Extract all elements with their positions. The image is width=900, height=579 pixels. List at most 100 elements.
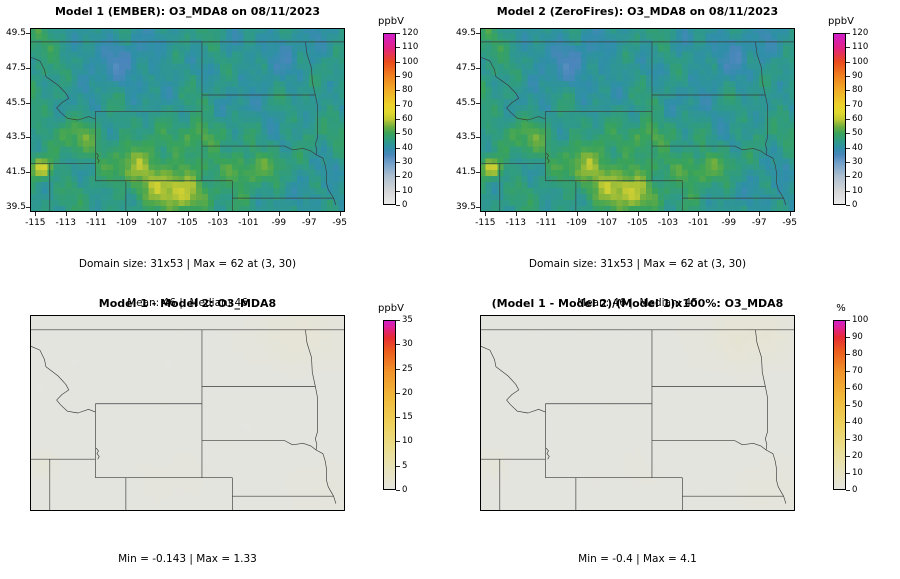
- panel-caption: Min = -0.4 | Max = 4.1 Mean: 0.6 | Media…: [465, 527, 810, 579]
- x-tick-label: -109: [116, 218, 137, 228]
- panel-model1-ember: Model 1 (EMBER): O3_MDA8 on 08/11/2023 p…: [0, 0, 450, 309]
- x-axis-tick: [278, 212, 280, 216]
- colorbar-tick: [396, 320, 400, 321]
- colorbar-model2: [833, 33, 846, 205]
- x-tick-label: -99: [271, 218, 287, 228]
- x-tick-label: -105: [627, 218, 648, 228]
- colorbar-tick-label: 40: [402, 142, 413, 153]
- colorbar-tick: [396, 76, 400, 77]
- x-axis-tick: [667, 212, 669, 216]
- x-axis-tick: [157, 212, 159, 216]
- x-axis-tick: [217, 212, 219, 216]
- y-tick-label: 45.5: [5, 97, 26, 108]
- x-axis-tick: [515, 212, 517, 216]
- colorbar-tick-label: 30: [402, 157, 413, 167]
- caption-line1: Domain size: 31x53 | Max = 62 at (3, 30): [528, 258, 747, 270]
- colorbar-tick-label: 10: [402, 436, 413, 447]
- colorbar-tick: [846, 104, 850, 106]
- y-axis-tick: [26, 137, 30, 139]
- colorbar-tick: [846, 473, 850, 474]
- x-tick-label: -95: [782, 218, 798, 228]
- colorbar-tick-label: 50: [852, 128, 863, 139]
- x-tick-label: -103: [207, 218, 229, 228]
- panel-title: Model 1 (EMBER): O3_MDA8 on 08/11/2023: [54, 5, 321, 18]
- x-axis-tick: [126, 212, 128, 216]
- colorbar-tick-label: 50: [402, 128, 413, 139]
- caption-line2: Mean: 46 | Median: 45: [577, 297, 698, 309]
- x-axis-tick: [309, 212, 311, 216]
- colorbar-tick-label: 30: [402, 339, 413, 350]
- x-tick-label: -109: [566, 218, 587, 228]
- y-tick-label: 47.5: [455, 62, 476, 73]
- colorbar-tick: [846, 190, 850, 192]
- colorbar-tick: [396, 190, 400, 192]
- colorbar-tick-label: 0: [852, 485, 858, 495]
- panel-caption: Domain size: 31x53 | Max = 62 at (3, 30)…: [465, 232, 810, 336]
- colorbar-tick-label: 15: [402, 412, 413, 423]
- colorbar-tick: [396, 368, 400, 370]
- colorbar-tick: [846, 76, 850, 77]
- panel-percent-difference: (Model 1 - Model 2)/(Model 1)x100%: O3_M…: [450, 289, 900, 579]
- y-tick-label: 49.5: [455, 28, 476, 39]
- colorbar-tick-label: 10: [852, 468, 863, 478]
- colorbar-model1: [383, 33, 396, 205]
- colorbar-tick-label: 10: [402, 185, 413, 196]
- x-axis-tick: [637, 212, 639, 216]
- colorbar-unit-label: %: [836, 303, 846, 314]
- colorbar-tick: [396, 344, 400, 346]
- caption-line1: Min = -0.143 | Max = 1.33: [118, 553, 257, 565]
- x-tick-label: -101: [238, 218, 259, 228]
- colorbar-tick-label: 20: [402, 387, 413, 398]
- y-axis-tick: [476, 102, 480, 104]
- colorbar-percent-difference: [833, 320, 846, 490]
- y-axis-tick: [476, 137, 480, 139]
- panel-caption: Domain size: 31x53 | Max = 62 at (3, 30)…: [15, 232, 360, 336]
- x-tick-label: -97: [301, 218, 317, 228]
- colorbar-tick-label: 80: [402, 85, 413, 96]
- x-axis-tick: [96, 212, 98, 216]
- panel-caption: Min = -0.143 | Max = 1.33 Mean: 0.285 | …: [15, 527, 360, 579]
- x-axis-tick: [789, 212, 791, 216]
- y-axis-tick: [26, 172, 30, 174]
- colorbar-tick: [396, 490, 400, 491]
- panel-title: Model 2 (ZeroFires): O3_MDA8 on 08/11/20…: [496, 5, 779, 18]
- panel-title: Model 1 - Model 2: O3_MDA8: [98, 297, 277, 310]
- colorbar-difference: [383, 320, 396, 490]
- y-axis-tick: [26, 102, 30, 104]
- colorbar-tick: [396, 133, 400, 135]
- x-axis-tick: [65, 212, 67, 216]
- colorbar-tick: [846, 119, 850, 120]
- colorbar-tick-label: 20: [852, 451, 863, 461]
- x-axis-tick: [35, 212, 37, 216]
- colorbar-tick: [846, 147, 850, 149]
- colorbar-tick-label: 0: [402, 485, 408, 495]
- colorbar-tick-label: 40: [852, 417, 863, 427]
- colorbar-tick-label: 60: [852, 383, 863, 393]
- colorbar-tick-label: 70: [852, 99, 863, 110]
- colorbar-tick: [846, 388, 850, 389]
- x-tick-label: -107: [146, 218, 168, 228]
- x-tick-label: -101: [688, 218, 709, 228]
- y-axis-tick: [26, 206, 30, 208]
- colorbar-tick-label: 60: [402, 114, 413, 124]
- colorbar-tick-label: 0: [852, 200, 858, 210]
- x-axis-tick: [759, 212, 761, 216]
- x-tick-label: -113: [505, 218, 526, 228]
- colorbar-tick-label: 60: [852, 114, 863, 124]
- colorbar-tick-label: 90: [402, 71, 413, 81]
- x-axis-tick: [339, 212, 341, 216]
- colorbar-tick: [846, 320, 850, 321]
- colorbar-tick: [396, 33, 400, 34]
- map-model2: [480, 28, 795, 212]
- colorbar-tick: [846, 490, 850, 491]
- x-axis-tick: [728, 212, 730, 216]
- y-axis-tick: [476, 33, 480, 35]
- colorbar-tick-label: 5: [402, 460, 408, 471]
- x-tick-label: -111: [85, 218, 107, 228]
- colorbar-tick: [846, 47, 850, 49]
- x-tick-label: -99: [721, 218, 737, 228]
- colorbar-tick: [846, 90, 850, 92]
- colorbar-tick-label: 90: [852, 332, 863, 342]
- caption-line2: Mean: 46 | Median: 46: [127, 297, 248, 309]
- colorbar-tick-label: 80: [852, 349, 863, 359]
